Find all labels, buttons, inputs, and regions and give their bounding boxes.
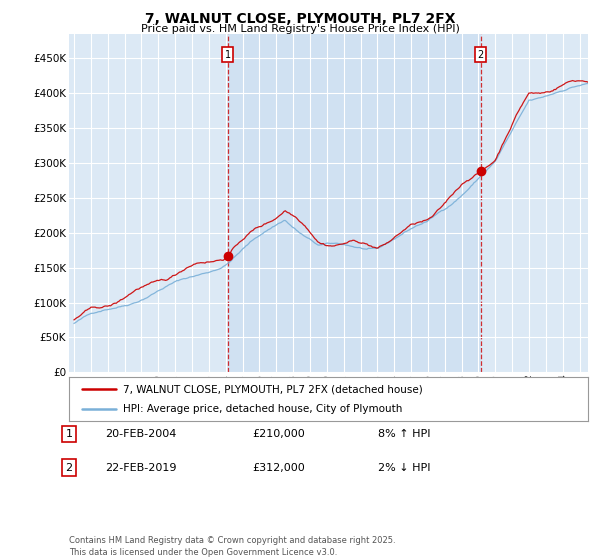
Text: £210,000: £210,000 <box>252 429 305 439</box>
Text: 1: 1 <box>225 49 231 59</box>
Text: 2: 2 <box>478 49 484 59</box>
Text: 2: 2 <box>65 463 73 473</box>
Text: Contains HM Land Registry data © Crown copyright and database right 2025.
This d: Contains HM Land Registry data © Crown c… <box>69 536 395 557</box>
Text: 1: 1 <box>65 429 73 439</box>
Text: 7, WALNUT CLOSE, PLYMOUTH, PL7 2FX: 7, WALNUT CLOSE, PLYMOUTH, PL7 2FX <box>145 12 455 26</box>
Text: Price paid vs. HM Land Registry's House Price Index (HPI): Price paid vs. HM Land Registry's House … <box>140 24 460 34</box>
Bar <box>228 34 481 372</box>
Text: 22-FEB-2019: 22-FEB-2019 <box>105 463 176 473</box>
Text: HPI: Average price, detached house, City of Plymouth: HPI: Average price, detached house, City… <box>124 404 403 414</box>
Text: 2% ↓ HPI: 2% ↓ HPI <box>378 463 431 473</box>
Text: 7, WALNUT CLOSE, PLYMOUTH, PL7 2FX (detached house): 7, WALNUT CLOSE, PLYMOUTH, PL7 2FX (deta… <box>124 384 423 394</box>
Text: £312,000: £312,000 <box>252 463 305 473</box>
Text: 20-FEB-2004: 20-FEB-2004 <box>105 429 176 439</box>
Text: 8% ↑ HPI: 8% ↑ HPI <box>378 429 431 439</box>
